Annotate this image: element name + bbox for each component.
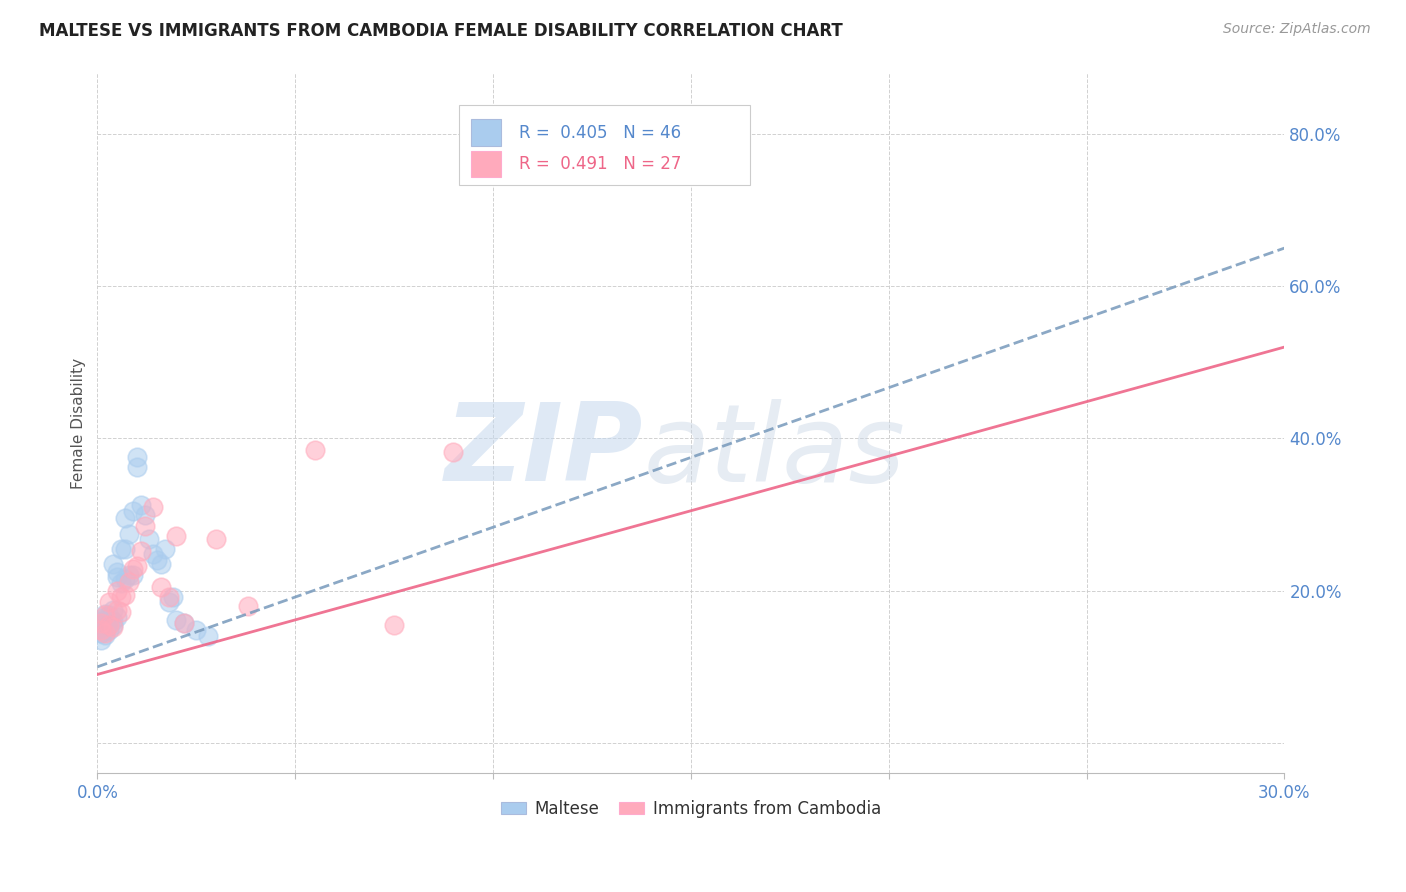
Point <box>101 618 124 632</box>
Point <box>98 618 121 632</box>
Point <box>94 610 117 624</box>
Legend: Maltese, Immigrants from Cambodia: Maltese, Immigrants from Cambodia <box>495 793 887 824</box>
Point <box>101 620 124 634</box>
Point <box>118 568 141 582</box>
Point <box>443 445 465 459</box>
Point <box>110 605 132 619</box>
Point <box>105 570 128 584</box>
Point <box>162 590 184 604</box>
Y-axis label: Female Disability: Female Disability <box>72 358 86 489</box>
Point <box>205 532 228 546</box>
Point <box>105 610 128 624</box>
Point <box>90 625 112 640</box>
Point <box>105 565 128 579</box>
Point <box>142 500 165 514</box>
Text: ZIP: ZIP <box>446 398 644 504</box>
Point <box>186 624 208 638</box>
Point <box>304 442 326 457</box>
Point <box>90 622 112 636</box>
Point <box>94 608 117 623</box>
Point <box>134 519 156 533</box>
Point <box>94 624 117 638</box>
Point <box>125 450 148 465</box>
Point <box>94 620 117 634</box>
Point <box>122 562 145 576</box>
Point <box>197 629 219 643</box>
Point <box>118 574 141 589</box>
Point <box>114 511 136 525</box>
Point <box>129 499 152 513</box>
Point <box>90 618 112 632</box>
Point <box>90 633 112 648</box>
Point <box>90 615 112 630</box>
Point <box>94 615 117 630</box>
Point <box>129 544 152 558</box>
Point <box>94 607 117 621</box>
Point <box>101 614 124 628</box>
Point <box>118 526 141 541</box>
Point <box>105 583 128 598</box>
Point <box>114 541 136 556</box>
Text: Source: ZipAtlas.com: Source: ZipAtlas.com <box>1223 22 1371 37</box>
Point <box>90 624 112 638</box>
Point <box>149 580 172 594</box>
Point <box>122 568 145 582</box>
Point <box>114 587 136 601</box>
Point <box>90 614 112 628</box>
Point <box>236 599 259 613</box>
Point <box>94 628 117 642</box>
Point <box>114 572 136 586</box>
Point <box>173 615 195 630</box>
Point <box>157 595 180 609</box>
Point <box>157 590 180 604</box>
Point <box>125 460 148 475</box>
Point <box>125 559 148 574</box>
Text: MALTESE VS IMMIGRANTS FROM CAMBODIA FEMALE DISABILITY CORRELATION CHART: MALTESE VS IMMIGRANTS FROM CAMBODIA FEMA… <box>39 22 844 40</box>
FancyBboxPatch shape <box>460 104 751 185</box>
FancyBboxPatch shape <box>471 151 501 178</box>
Point <box>110 590 132 604</box>
Point <box>142 547 165 561</box>
Point <box>138 532 160 546</box>
Point <box>101 603 124 617</box>
Point <box>145 553 167 567</box>
Text: R =  0.405   N = 46: R = 0.405 N = 46 <box>519 123 681 142</box>
Point <box>153 541 176 556</box>
Point <box>166 613 188 627</box>
Point <box>110 576 132 591</box>
Point <box>98 613 121 627</box>
Point <box>101 557 124 571</box>
Point <box>105 603 128 617</box>
FancyBboxPatch shape <box>471 120 501 145</box>
Point <box>134 508 156 522</box>
Point <box>98 608 121 623</box>
Text: atlas: atlas <box>644 399 905 504</box>
Point <box>98 618 121 632</box>
Point <box>94 625 117 640</box>
Point <box>173 615 195 630</box>
Point <box>382 618 405 632</box>
Point <box>166 529 188 543</box>
Point <box>110 541 132 556</box>
Point <box>149 557 172 571</box>
Point <box>98 624 121 638</box>
Point <box>98 595 121 609</box>
Point <box>122 504 145 518</box>
Text: R =  0.491   N = 27: R = 0.491 N = 27 <box>519 155 681 173</box>
